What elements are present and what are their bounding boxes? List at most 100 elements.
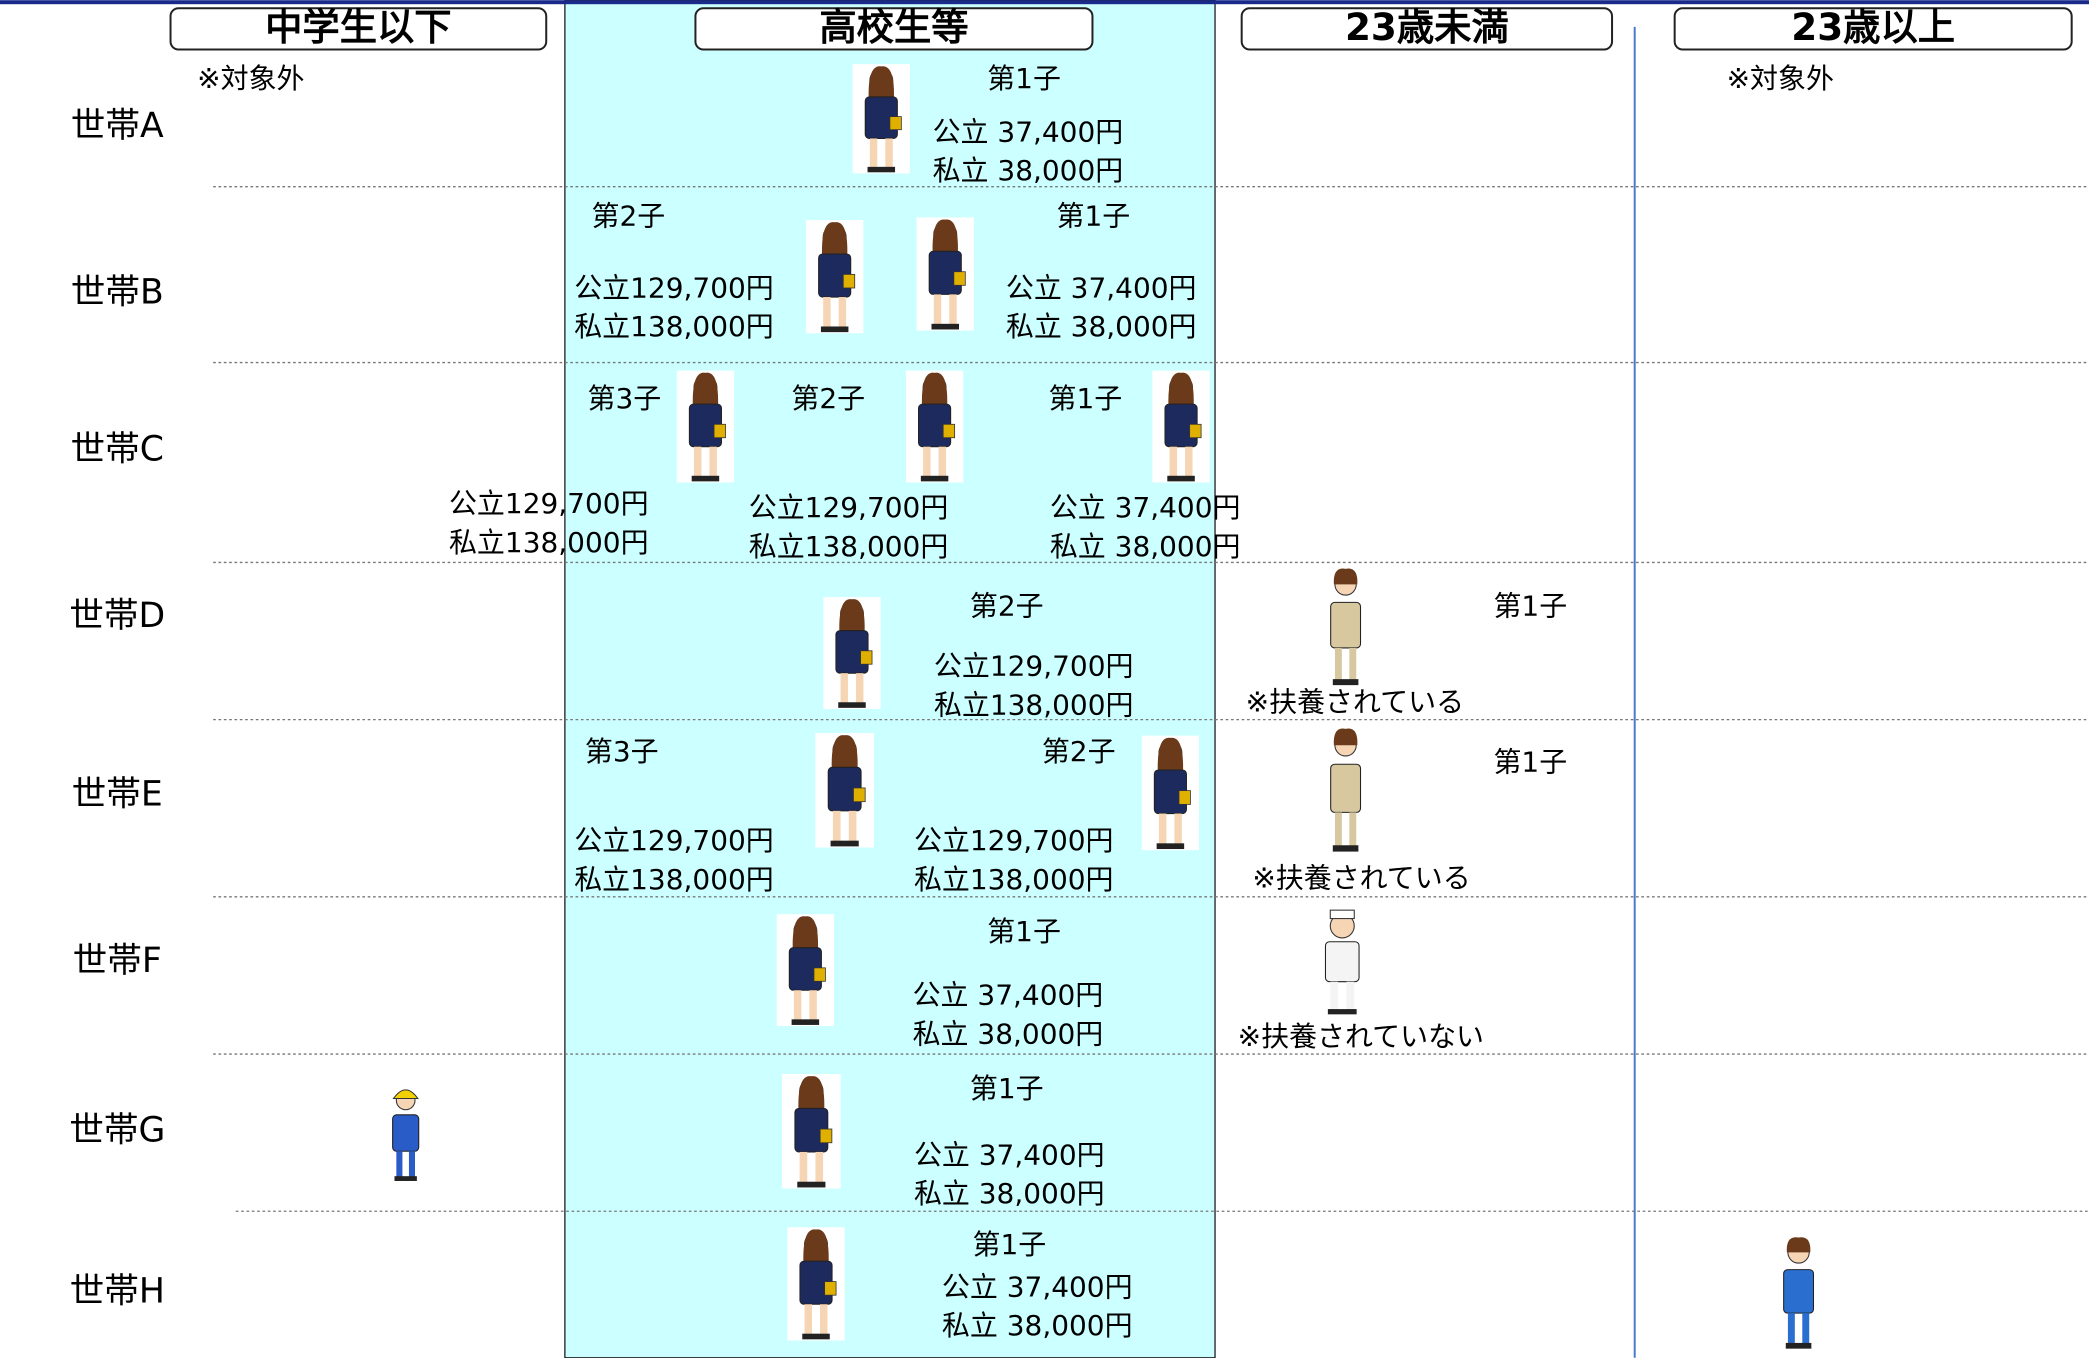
figure-shoe [830,840,859,847]
private-amount: 私立138,000円 [574,863,774,896]
figure-leg [840,673,848,705]
figure-bag [819,1128,833,1144]
private-amount: 私立138,000円 [934,688,1134,721]
figure-bag [824,1281,837,1296]
figure-leg [1346,981,1355,1012]
figure-shoe [931,323,959,330]
figure-shoe [1332,679,1359,686]
public-amount: 公立129,700円 [934,650,1134,683]
figure-hair [1168,372,1194,407]
figure-leg [408,1151,416,1179]
figure-hair [932,219,958,254]
figure-hair [921,372,948,407]
figure-shoe [802,1333,830,1340]
figure-shoe [1327,1009,1357,1015]
figure-hair [792,916,819,950]
figure-body [1330,763,1362,813]
child-order: 第3子 [585,735,659,768]
child-order: 第2子 [791,382,865,415]
figure-leg [949,294,957,327]
figure-shoe [867,166,896,173]
child-order: 第1子 [987,62,1061,95]
figure-body [1330,601,1362,649]
figure-bag [953,271,966,286]
figure-leg [855,673,864,705]
private-amount: 私立 38,000円 [1006,310,1197,343]
figure-shoe [1167,475,1195,482]
public-amount: 公立 37,400円 [1050,491,1241,524]
figure-bag [860,650,873,665]
note: ※対象外 [1727,62,1834,95]
figure-hair [798,1076,825,1111]
figure-bag [713,423,726,439]
public-amount: 公立129,700円 [914,824,1114,857]
child-order: 第1子 [973,1228,1047,1261]
public-amount: 公立129,700円 [574,271,774,304]
column-header: 中学生以下 [265,5,451,49]
note: ※扶養されていない [1238,1020,1484,1053]
note: ※扶養されている [1252,862,1470,895]
column-header: 23歳以上 [1791,5,1955,49]
child-order: 第1子 [1048,382,1122,415]
figure-hair [803,1229,829,1264]
figure-body [1783,1269,1815,1314]
child-order: 第2子 [1042,735,1116,768]
private-amount: 私立 38,000円 [942,1309,1133,1342]
figure-bag [1178,790,1191,805]
figure-leg [1349,812,1357,848]
private-amount: 私立138,000円 [914,863,1114,896]
household-label: 世帯H [70,1272,165,1312]
figure-shoe [691,475,720,482]
figure-leg [1349,647,1357,682]
figure-bag [813,967,826,982]
figure-shoe [1785,1342,1812,1349]
public-amount: 公立129,700円 [574,824,774,857]
figure-leg [793,990,802,1022]
figure-hair [831,735,858,770]
figure-hair [1786,1237,1811,1253]
figure-leg [799,1151,808,1185]
figure-leg [1174,813,1182,846]
household-label: 世帯A [71,106,164,146]
figure-leg [923,446,931,479]
figure-shoe [820,326,849,333]
figure-shoe [920,475,949,482]
figure-leg [693,446,702,479]
figure-shoe [1332,845,1359,852]
child-order: 第2子 [592,199,666,232]
figure-leg [933,294,942,327]
figure-leg [938,446,947,479]
child-order: 第2子 [970,590,1044,623]
household-label: 世帯G [69,1110,165,1150]
child-order: 第3子 [588,382,662,415]
header-box [1240,7,1614,51]
figure-leg [820,1304,828,1336]
figure-body [1324,941,1360,983]
figure-leg [809,990,817,1022]
note: ※扶養されている [1246,686,1464,719]
figure-hair [1333,728,1358,746]
child-order: 第1子 [1493,590,1567,623]
private-amount: 私立138,000円 [449,526,649,559]
figure-leg [1787,1313,1795,1346]
figure-leg [1185,446,1193,479]
figure-leg [815,1151,824,1185]
figure-shoe [791,1019,820,1025]
public-amount: 公立129,700円 [449,487,649,520]
figure-body [392,1114,420,1152]
private-amount: 私立 38,000円 [933,154,1124,187]
column-header: 23歳未満 [1345,5,1509,49]
figure-leg [838,297,847,329]
figure-hat [392,1089,419,1100]
household-label: 世帯E [72,775,163,815]
figure-leg [823,297,831,329]
header-box [694,7,1094,51]
figure-leg [1334,647,1342,682]
figure-shoe [838,702,866,708]
public-amount: 公立129,700円 [749,491,949,524]
private-amount: 私立138,000円 [574,310,774,343]
figure-hat [1329,909,1355,920]
figure-hair [1333,568,1358,585]
